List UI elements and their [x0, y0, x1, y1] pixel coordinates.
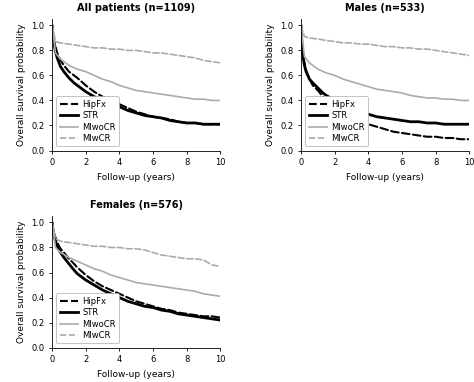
- Legend: HipFx, STR, MIwoCR, MIwCR: HipFx, STR, MIwoCR, MIwCR: [305, 96, 368, 146]
- X-axis label: Follow-up (years): Follow-up (years): [346, 173, 424, 182]
- X-axis label: Follow-up (years): Follow-up (years): [97, 173, 175, 182]
- Legend: HipFx, STR, MIwoCR, MIwCR: HipFx, STR, MIwoCR, MIwCR: [56, 96, 119, 146]
- Y-axis label: Overall survival probability: Overall survival probability: [17, 221, 26, 343]
- Legend: HipFx, STR, MIwoCR, MIwCR: HipFx, STR, MIwoCR, MIwCR: [56, 293, 119, 343]
- Title: Males (n=533): Males (n=533): [345, 3, 425, 13]
- Y-axis label: Overall survival probability: Overall survival probability: [265, 24, 274, 146]
- Title: Females (n=576): Females (n=576): [90, 200, 183, 210]
- X-axis label: Follow-up (years): Follow-up (years): [97, 370, 175, 379]
- Title: All patients (n=1109): All patients (n=1109): [77, 3, 195, 13]
- Y-axis label: Overall survival probability: Overall survival probability: [17, 24, 26, 146]
